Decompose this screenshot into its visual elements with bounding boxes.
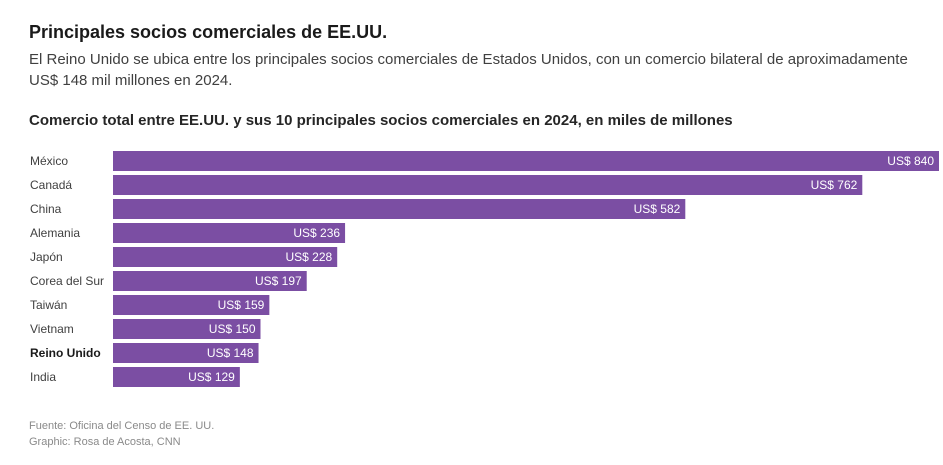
value-label-vietnam: US$ 150	[209, 322, 256, 336]
page-subtitle: El Reino Unido se ubica entre los princi…	[29, 51, 908, 89]
category-label-vietnam: Vietnam	[30, 322, 74, 336]
chart-title: Comercio total entre EE.UU. y sus 10 pri…	[29, 112, 733, 129]
value-label-corea-del-sur: US$ 197	[255, 274, 302, 288]
value-label-japon: US$ 228	[285, 250, 332, 264]
graphic-credit: Graphic: Rosa de Acosta, CNN	[29, 436, 181, 448]
category-label-canada: Canadá	[30, 178, 72, 192]
category-label-corea-del-sur: Corea del Sur	[30, 274, 104, 288]
value-label-alemania: US$ 236	[293, 226, 340, 240]
value-label-china: US$ 582	[634, 202, 681, 216]
bar-vietnam	[113, 319, 261, 339]
value-label-canada: US$ 762	[811, 178, 858, 192]
value-label-mexico: US$ 840	[887, 154, 934, 168]
bar-chart: México US$ 840 Canadá US$ 762 China US$ 582 Al…	[30, 151, 939, 387]
bar-reino-unido	[113, 343, 259, 363]
category-label-china: China	[30, 202, 62, 216]
category-label-reino-unido: Reino Unido	[30, 346, 101, 360]
category-label-mexico: México	[30, 154, 68, 168]
page-title: Principales socios comerciales de EE.UU.	[29, 22, 388, 42]
category-label-taiwan: Taiwán	[30, 298, 67, 312]
bar-canada	[113, 175, 863, 195]
bar-alemania	[113, 223, 346, 243]
bar-taiwan	[113, 295, 270, 315]
value-label-taiwan: US$ 159	[218, 298, 265, 312]
value-label-india: US$ 129	[188, 370, 235, 384]
source-note: Fuente: Oficina del Censo de EE. UU.	[29, 420, 215, 432]
category-label-alemania: Alemania	[30, 226, 80, 240]
bar-corea-del-sur	[113, 271, 307, 291]
bar-china	[113, 199, 686, 219]
bar-japon	[113, 247, 338, 267]
bar-mexico	[113, 151, 939, 171]
bar-india	[113, 367, 240, 387]
category-label-india: India	[30, 370, 56, 384]
category-label-japon: Japón	[30, 250, 63, 264]
value-label-reino-unido: US$ 148	[207, 346, 254, 360]
